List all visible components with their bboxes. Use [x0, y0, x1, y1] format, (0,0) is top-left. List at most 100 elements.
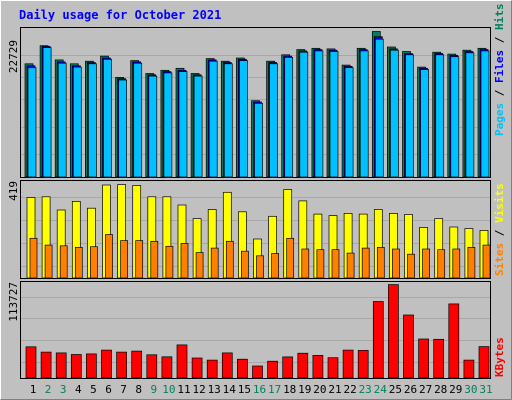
kbytes-bar [131, 350, 143, 379]
legend-sep-2: / [493, 30, 506, 50]
x-tick-label: 21 [328, 383, 341, 396]
legend-sites: Sites [493, 243, 506, 276]
chart-title: Daily usage for October 2021 [19, 8, 221, 22]
x-tick-label: 13 [208, 383, 221, 396]
x-tick-label: 28 [434, 383, 447, 396]
pages-bar [72, 66, 82, 178]
kbytes-bar [101, 349, 112, 379]
kbytes-bar [388, 284, 399, 379]
kbytes-bar [237, 358, 248, 379]
pages-bar [480, 50, 490, 178]
pages-bar [148, 75, 158, 178]
x-tick-label: 7 [120, 383, 127, 396]
sites-bar [59, 245, 68, 279]
pages-bar [314, 50, 324, 178]
sites-bar [120, 240, 128, 279]
x-tick-label: 11 [177, 383, 190, 396]
kbytes-bar [372, 301, 384, 379]
sites-bar [225, 240, 234, 279]
kbytes-bar [403, 314, 414, 379]
x-tick-label: 17 [268, 383, 281, 396]
kbytes-bar [297, 352, 309, 379]
x-tick-label: 29 [449, 383, 462, 396]
sites-bar [286, 237, 295, 279]
x-tick-label: 26 [404, 383, 417, 396]
x-tick-label: 23 [359, 383, 372, 396]
sites-bar [195, 252, 204, 279]
pages-bar [450, 56, 460, 178]
hits-ymax-label: 22729 [7, 40, 20, 73]
pages-bar [359, 50, 369, 178]
visits-ymax-label: 419 [7, 181, 20, 201]
kbytes-bar [206, 359, 218, 379]
x-tick-label: 12 [192, 383, 205, 396]
x-tick-label: 19 [298, 383, 311, 396]
pages-bar [420, 69, 429, 178]
pages-bar [284, 57, 294, 178]
sites-bar [256, 255, 264, 279]
kbytes-bar [25, 346, 37, 379]
legend-visits: Visits [493, 183, 506, 223]
kbytes-bar [55, 352, 67, 379]
kbytes-bar [70, 354, 82, 379]
kbytes-bar [282, 356, 294, 379]
pages-bar [118, 79, 127, 178]
sites-bar [392, 248, 400, 279]
pages-bar [329, 51, 339, 178]
sites-bar [150, 240, 159, 279]
x-tick-label: 27 [419, 383, 432, 396]
x-tick-label: 9 [150, 383, 157, 396]
x-tick-label: 31 [479, 383, 492, 396]
pages-bar [42, 47, 52, 178]
kbytes-ymax-label: 113727 [7, 282, 20, 322]
sites-bar [467, 247, 476, 279]
sites-bar [271, 253, 279, 279]
x-tick-label: 6 [105, 383, 112, 396]
sites-bar [29, 237, 38, 279]
sites-bar [105, 234, 113, 279]
pages-bar [208, 60, 218, 178]
sites-bar [135, 240, 144, 279]
x-tick-label: 10 [162, 383, 175, 396]
legend-files: Files [493, 50, 506, 83]
pages-bar [133, 62, 143, 178]
sites-bar [241, 250, 249, 279]
kbytes-bar [342, 349, 354, 379]
sites-bar [210, 247, 219, 279]
sites-bar [346, 252, 355, 279]
x-tick-label: 25 [389, 383, 402, 396]
kbytes-bar [161, 356, 173, 379]
pages-bar [223, 63, 233, 178]
hits-legend: Pages / Files / Hits [493, 4, 506, 137]
x-axis-labels: 1 2 3 4 5 6 7 8 9 10 11 12 13 14 15 16 17 18 19 20 21 22 23 24 2… [30, 383, 493, 396]
pages-bar [178, 71, 188, 178]
kbytes-legend: KBytes [493, 337, 506, 377]
kbytes-bar [312, 355, 324, 379]
x-tick-label: 14 [223, 383, 237, 396]
x-tick-label: 15 [238, 383, 251, 396]
sites-bar [165, 245, 174, 279]
legend-pages: Pages [493, 103, 506, 136]
sites-bar [482, 244, 491, 279]
kbytes-bar [86, 353, 97, 379]
kbytes-bar [267, 360, 278, 379]
kbytes-bar [40, 351, 52, 379]
sites-bar [90, 246, 98, 279]
kbytes-bar [191, 357, 203, 379]
x-tick-label: 8 [135, 383, 142, 396]
kbytes-bar [252, 365, 263, 379]
sites-bar [437, 249, 446, 279]
x-tick-label: 4 [75, 383, 82, 396]
legend-sep-1: / [493, 83, 506, 103]
kbytes-bar [448, 303, 460, 379]
x-tick-label: 3 [60, 383, 67, 396]
pages-bar [193, 75, 203, 178]
x-tick-label: 20 [313, 383, 326, 396]
kbytes-bar [146, 354, 158, 379]
bars [24, 31, 491, 379]
pages-bar [405, 54, 414, 178]
pages-bar [299, 51, 309, 178]
pages-bar [163, 72, 173, 178]
x-tick-label: 30 [464, 383, 477, 396]
